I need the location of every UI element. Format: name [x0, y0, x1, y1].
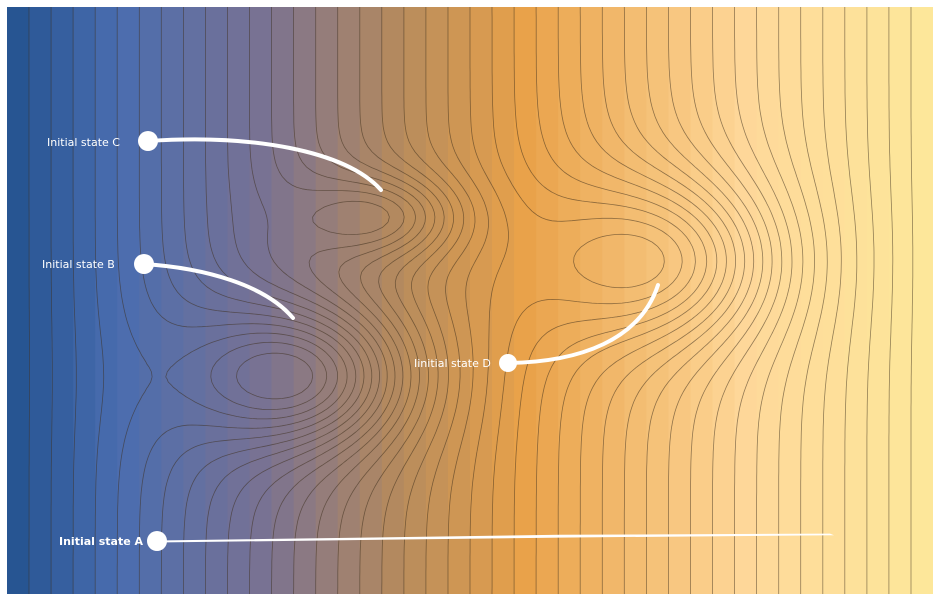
contour-line — [866, 7, 875, 594]
energy-field — [7, 7, 933, 594]
field-band — [447, 7, 471, 594]
contour-line — [668, 7, 764, 594]
field-band — [293, 7, 317, 594]
trajectory-b — [142, 262, 295, 320]
field-band — [51, 7, 74, 594]
state-b-label: Initial state B — [42, 258, 115, 271]
contour-line — [491, 7, 683, 594]
field-band — [73, 7, 96, 594]
field-band — [381, 7, 405, 594]
field-band — [492, 7, 515, 594]
state-labels: Initial state C Initial state B Iinitial… — [42, 136, 491, 548]
field-band — [778, 7, 802, 594]
state-d-label: Iinitial state D — [414, 357, 491, 370]
field-band — [756, 7, 780, 594]
contour-line — [756, 7, 804, 594]
contour-line — [712, 7, 783, 594]
contour-line — [271, 7, 405, 594]
trajectory-d — [506, 283, 660, 365]
field-band — [161, 7, 184, 594]
trajectory-c — [146, 137, 383, 192]
field-band — [425, 7, 449, 594]
field-band — [580, 7, 603, 594]
field-band — [646, 7, 670, 594]
state-c-marker[interactable] — [138, 131, 158, 151]
field-band — [866, 7, 890, 594]
contour-line — [72, 7, 313, 594]
contour-line — [646, 7, 755, 594]
contour-line — [381, 7, 454, 594]
field-band — [844, 7, 868, 594]
state-markers — [134, 131, 517, 551]
state-c-label: Initial state C — [47, 136, 120, 149]
contour-line — [690, 7, 773, 594]
contour-line — [94, 7, 328, 594]
contour-line — [535, 7, 708, 594]
field-band — [514, 7, 537, 594]
field-band — [359, 7, 383, 594]
field-band — [7, 7, 30, 594]
field-band — [822, 7, 846, 594]
contour-line — [403, 7, 465, 594]
contour-line — [579, 7, 727, 594]
field-band — [624, 7, 647, 594]
contour-line — [822, 7, 842, 594]
contour-line — [28, 7, 30, 594]
field-band — [337, 7, 361, 594]
state-d-marker[interactable] — [499, 354, 517, 372]
field-band — [690, 7, 714, 594]
field-band — [910, 7, 933, 594]
contour-line — [734, 7, 793, 594]
contour-line — [138, 7, 348, 594]
contour-line — [50, 7, 53, 594]
contour-line — [623, 7, 746, 594]
contour-line — [160, 7, 357, 594]
contour-line — [601, 7, 736, 594]
contour-line — [800, 7, 828, 594]
field-band — [183, 7, 207, 594]
state-a-label: Initial state A — [59, 535, 144, 548]
contour-line — [888, 7, 894, 594]
field-band — [602, 7, 625, 594]
contour-line — [447, 7, 489, 594]
contour-line — [337, 7, 436, 594]
state-b-marker[interactable] — [134, 254, 154, 274]
contour-line — [183, 7, 365, 594]
state-a-marker[interactable] — [147, 531, 167, 551]
field-band — [29, 7, 52, 594]
contour-line — [315, 7, 426, 594]
contour-line — [557, 7, 718, 594]
field-band — [117, 7, 140, 594]
field-band — [95, 7, 118, 594]
field-band — [800, 7, 824, 594]
field-band — [249, 7, 273, 594]
contour-line — [425, 7, 476, 594]
field-band — [205, 7, 229, 594]
field-band — [734, 7, 758, 594]
contour-line — [910, 7, 914, 594]
field-band — [536, 7, 559, 594]
contour-line — [293, 7, 416, 594]
contour-line — [359, 7, 445, 594]
field-band — [888, 7, 912, 594]
field-band — [470, 7, 493, 594]
trajectories — [142, 137, 834, 543]
contour-line — [116, 7, 338, 594]
field-band — [668, 7, 692, 594]
contour-line — [249, 7, 390, 594]
trajectory-a — [157, 533, 834, 543]
contour-line — [469, 7, 665, 594]
field-band — [712, 7, 736, 594]
contour-line — [778, 7, 815, 594]
field-band — [315, 7, 339, 594]
contour-line — [844, 7, 858, 594]
contour-line — [227, 7, 380, 594]
